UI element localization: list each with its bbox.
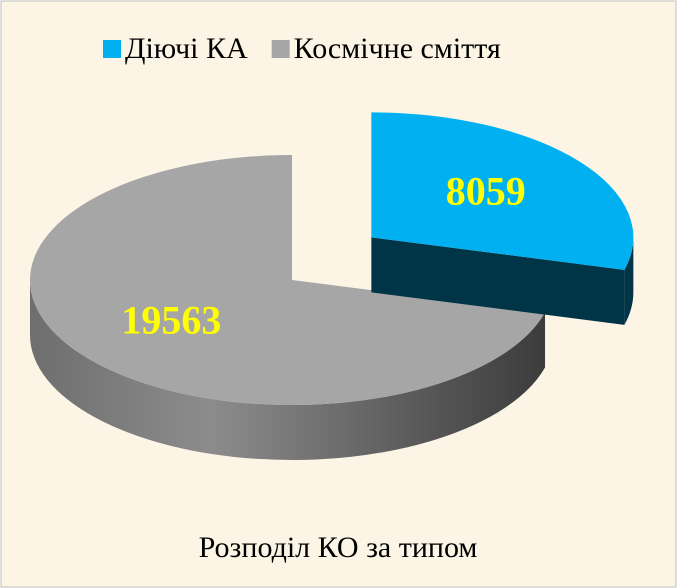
legend-swatch — [271, 40, 290, 58]
legend-swatch — [103, 40, 121, 58]
slice-side — [371, 237, 625, 325]
legend: Діючі КА Космічне сміття — [103, 32, 501, 65]
data-label: 8059 — [446, 169, 526, 214]
legend-label: Діючі КА — [125, 32, 248, 65]
slice — [29, 155, 546, 405]
legend-label: Космічне сміття — [294, 32, 501, 65]
slice — [371, 112, 634, 270]
chart-title: Розподіл КО за типом — [199, 531, 478, 564]
data-label: 19563 — [121, 297, 221, 342]
pie: 8059 19563 — [29, 112, 634, 460]
slice-side — [30, 280, 546, 460]
slice-side — [624, 237, 634, 325]
